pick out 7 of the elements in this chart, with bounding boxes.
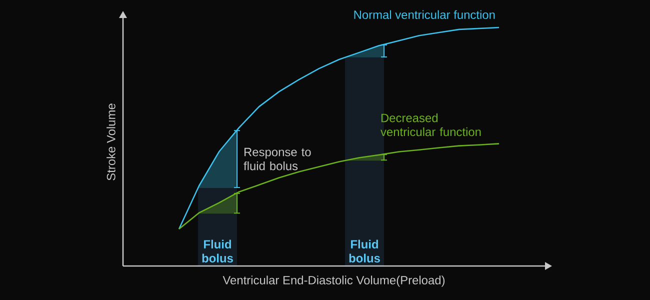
x-axis-title: Ventricular End-Diastolic Volume(Preload) <box>222 276 445 287</box>
y-axis-title: Stroke Volume <box>106 104 116 180</box>
series-label: Decreased ventricular function <box>380 113 481 136</box>
series-label: Normal ventricular function <box>354 10 495 20</box>
annotation: Response to fluid bolus <box>244 148 311 170</box>
annotation: Fluid bolus <box>202 240 233 262</box>
annotation: Fluid bolus <box>349 240 380 262</box>
